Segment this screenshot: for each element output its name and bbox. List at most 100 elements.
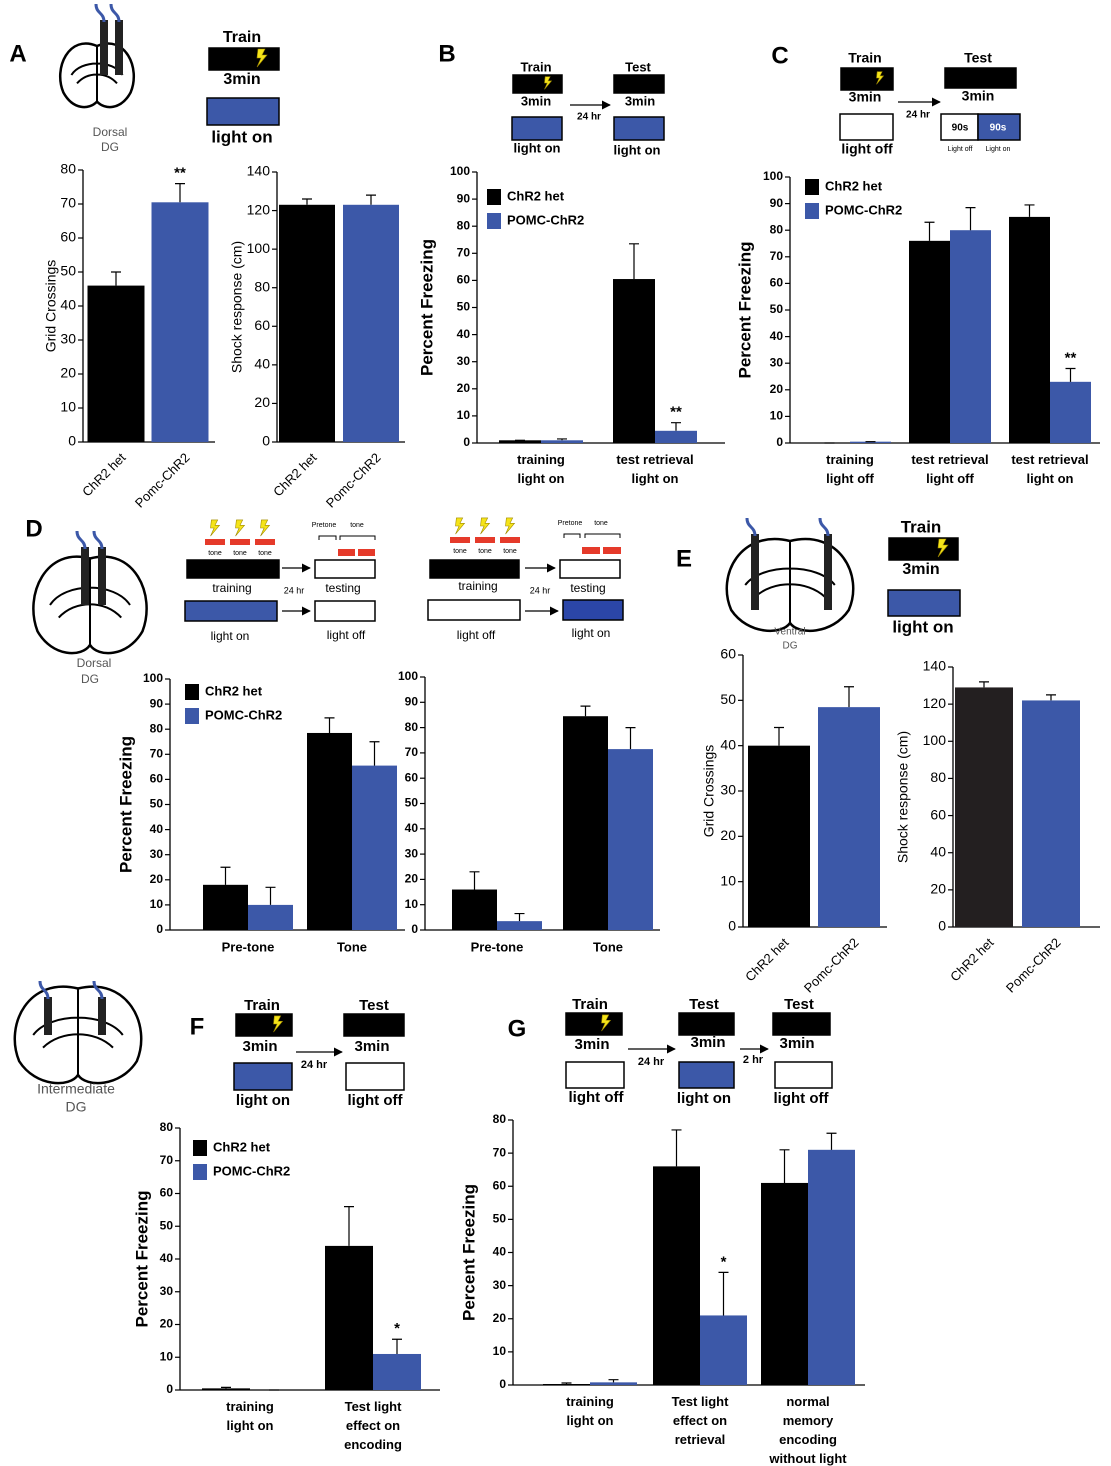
schematic-label: Train xyxy=(848,50,881,66)
schematic-label: Train xyxy=(520,59,551,74)
probe xyxy=(44,997,52,1035)
schematic-label: Dorsal xyxy=(93,125,128,139)
y-tick-label: 60 xyxy=(60,229,76,245)
protocol-box xyxy=(566,1062,624,1088)
schematic-label: Intermediate xyxy=(37,1081,115,1097)
y-axis-label: Percent Freezing xyxy=(417,239,436,376)
schematic-label: training xyxy=(212,581,251,595)
schematic-label: Pretone xyxy=(558,520,583,527)
schematic-label: light on xyxy=(211,127,272,146)
legend-swatch xyxy=(805,179,819,195)
y-tick-label: 0 xyxy=(938,918,946,934)
schematic-label: testing xyxy=(325,581,360,595)
y-tick-label: 40 xyxy=(720,736,736,752)
y-tick-label: 140 xyxy=(247,163,271,179)
schematic-label: light on xyxy=(514,140,561,155)
bar xyxy=(279,205,335,442)
figure: ABCDEFGTrain3minlight onDorsalDGTrain3mi… xyxy=(0,0,1111,1466)
y-tick-label: 40 xyxy=(150,822,164,836)
bar xyxy=(1022,700,1080,927)
protocol-box xyxy=(566,1013,622,1035)
y-axis-label: Grid Crossings xyxy=(43,260,59,353)
y-tick-label: 60 xyxy=(254,317,270,333)
y-tick-label: 60 xyxy=(770,276,784,290)
y-tick-label: 40 xyxy=(254,356,270,372)
y-tick-label: 70 xyxy=(405,745,419,759)
label-line: training xyxy=(566,1394,614,1409)
y-tick-label: 10 xyxy=(770,409,784,423)
schematic-label: light off xyxy=(774,1090,830,1107)
label-line: light on xyxy=(1027,471,1074,486)
protocol-box xyxy=(614,75,664,93)
y-axis-label: Shock response (cm) xyxy=(895,731,911,863)
schematic-label: Train xyxy=(223,29,261,46)
schematic-label: 3min xyxy=(902,561,939,578)
bar xyxy=(608,749,653,930)
schematic-label: 24 hr xyxy=(301,1059,328,1071)
y-tick-label: 10 xyxy=(160,1349,174,1363)
y-tick-label: 0 xyxy=(166,1382,173,1396)
y-axis-label: Shock response (cm) xyxy=(229,241,245,373)
protocol-box xyxy=(889,538,958,560)
bar xyxy=(1009,217,1050,443)
y-tick-label: 30 xyxy=(770,355,784,369)
protocol-box xyxy=(513,75,562,93)
y-tick-label: 20 xyxy=(457,381,471,395)
label-line: memory xyxy=(783,1413,834,1428)
bar xyxy=(613,279,655,443)
label-line: without light xyxy=(768,1451,847,1466)
bar xyxy=(203,885,248,930)
label-line: test retrieval xyxy=(911,452,988,467)
significance-mark: * xyxy=(394,1320,400,1337)
schematic-label: 3min xyxy=(574,1036,609,1053)
schematic-label: 3min xyxy=(690,1034,725,1051)
protocol-box xyxy=(563,600,623,620)
tone-bar xyxy=(500,537,520,543)
label-line: encoding xyxy=(779,1432,837,1447)
y-tick-label: 70 xyxy=(150,746,164,760)
y-tick-label: 80 xyxy=(150,721,164,735)
y-tick-label: 40 xyxy=(457,327,471,341)
schematic-label: 3min xyxy=(779,1035,814,1052)
x-tick-label: Test lighteffect onencoding xyxy=(344,1399,402,1452)
schematic-label: light on xyxy=(614,142,661,157)
schematic-label: light off xyxy=(327,628,366,642)
schematic-label: light on xyxy=(892,617,953,636)
schematic-label: 24 hr xyxy=(284,585,305,595)
bar xyxy=(700,1315,747,1385)
schematic-label: testing xyxy=(570,581,605,595)
protocol-box xyxy=(840,114,893,140)
y-tick-label: 100 xyxy=(143,671,163,685)
y-tick-label: 80 xyxy=(254,278,270,294)
protocol-box xyxy=(945,68,1016,88)
legend-swatch xyxy=(185,708,199,724)
bar xyxy=(818,707,880,927)
y-tick-label: 100 xyxy=(763,169,783,183)
label-line: test retrieval xyxy=(616,452,693,467)
schematic-label: tone xyxy=(208,550,222,557)
schematic-label: 3min xyxy=(849,89,882,105)
schematic-label: tone xyxy=(258,550,272,557)
panel-letter: D xyxy=(25,515,42,542)
schematic-label: tone xyxy=(503,548,517,555)
schematic-label: tone xyxy=(594,520,608,527)
y-tick-label: 10 xyxy=(405,897,419,911)
y-tick-label: 40 xyxy=(60,297,76,313)
schematic-label: 3min xyxy=(521,93,551,108)
y-tick-label: 30 xyxy=(405,846,419,860)
x-tick-label: Pre-tone xyxy=(471,939,524,954)
y-tick-label: 10 xyxy=(60,399,76,415)
label-line: training xyxy=(826,452,874,467)
bar xyxy=(543,1384,590,1385)
y-tick-label: 20 xyxy=(150,872,164,886)
y-tick-label: 60 xyxy=(160,1186,174,1200)
tone-bar xyxy=(338,549,355,556)
bar xyxy=(761,1183,808,1385)
label-line: light off xyxy=(826,471,874,486)
protocol-box xyxy=(236,1014,292,1036)
schematic-label: 24 hr xyxy=(906,110,930,121)
y-tick-label: 60 xyxy=(720,646,736,662)
bar xyxy=(955,687,1013,927)
y-tick-label: 60 xyxy=(150,772,164,786)
bar xyxy=(373,1354,421,1390)
